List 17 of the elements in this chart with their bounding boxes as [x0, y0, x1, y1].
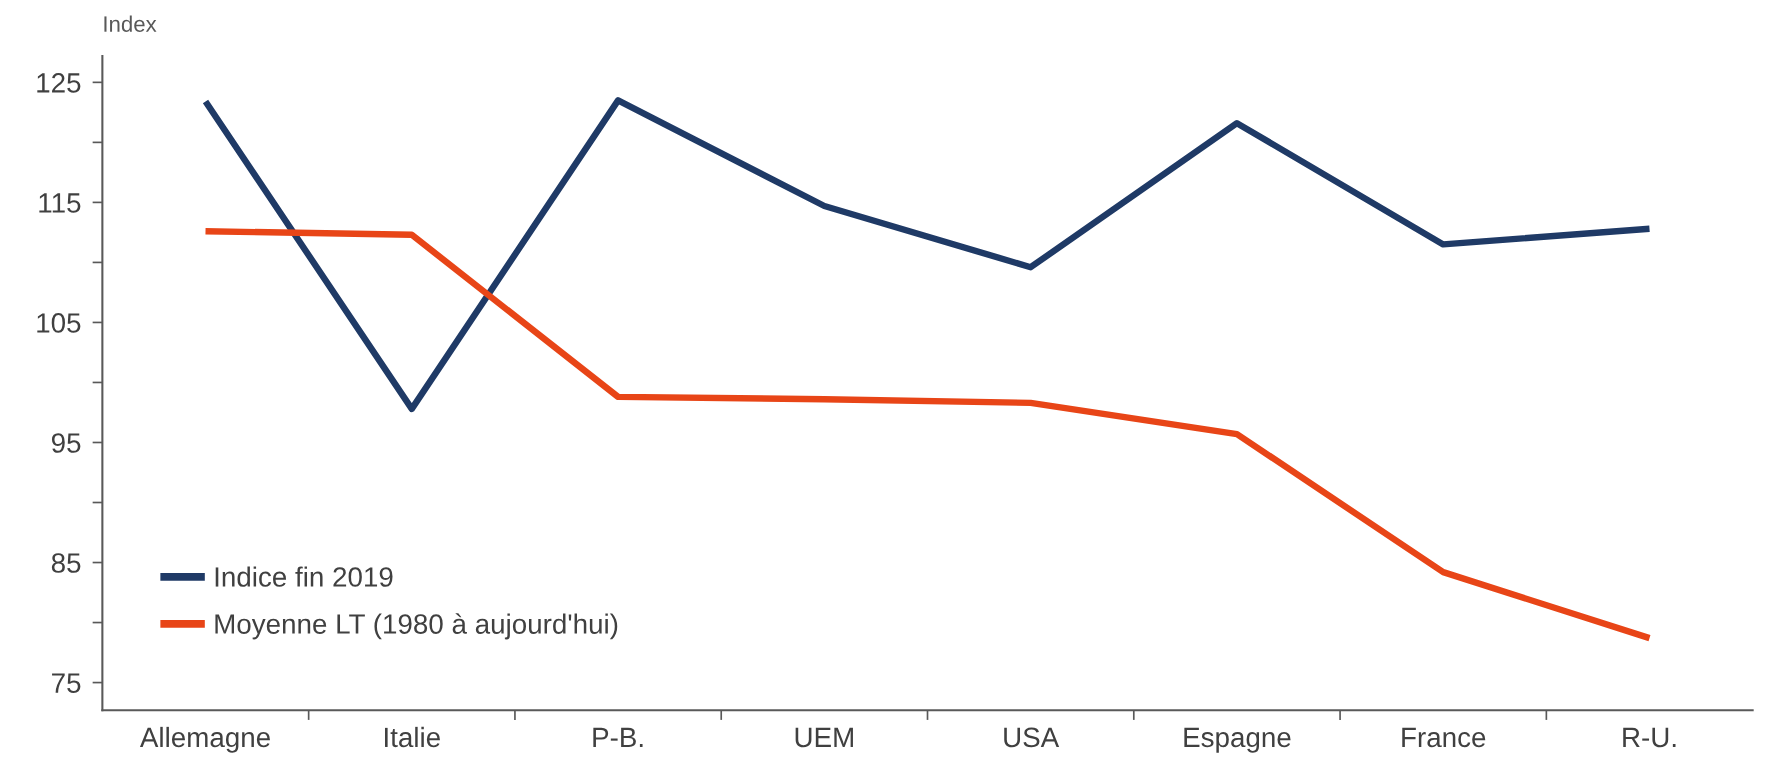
y-tick-label: 75 [52, 673, 81, 693]
x-tick-label: P-B. [593, 727, 643, 747]
y-tick-label: 115 [39, 193, 81, 213]
y-tick-label: 125 [37, 73, 81, 93]
y-axis-title: Index [104, 15, 157, 32]
legend-label: Indice fin 2019 [215, 566, 393, 587]
x-tick-label: USA [1004, 727, 1060, 748]
x-tick-label: UEM [795, 727, 853, 748]
x-tick-label: Espagne [1184, 727, 1291, 753]
legend-label: Moyenne LT (1980 à aujourd'hui) [215, 613, 618, 640]
x-tick-label: R-U. [1623, 727, 1676, 748]
y-tick-label: 105 [37, 313, 81, 333]
y-tick-label: 85 [51, 553, 81, 573]
y-tick-label: 95 [51, 433, 81, 453]
x-tick-label: France [1402, 727, 1486, 748]
x-tick-label: Allemagne [139, 726, 270, 753]
x-tick-label: Italie [385, 726, 440, 748]
